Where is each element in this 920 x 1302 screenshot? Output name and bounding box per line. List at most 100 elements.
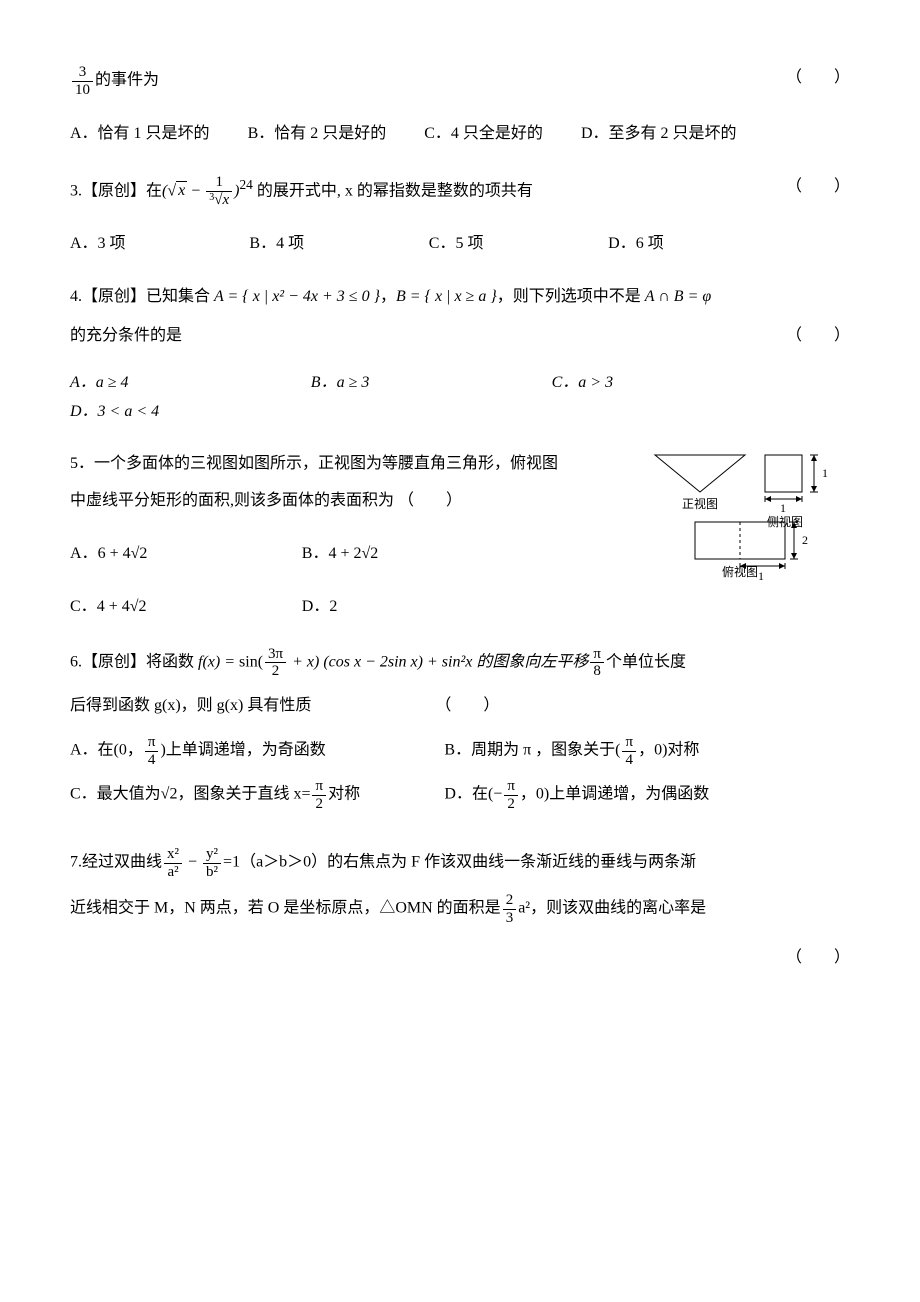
q3-exp: 24: [240, 177, 253, 192]
q6-label: 6.【原创】将函数: [70, 653, 198, 670]
dim-side-h: 1: [822, 466, 828, 480]
q4-paren: （ ）: [786, 322, 850, 351]
q6-c-num: π: [312, 778, 326, 796]
q6-sin-pre: sin(: [239, 653, 263, 670]
q5-c-val: 4 + 4√2: [97, 598, 147, 615]
q7-f1-num: x²: [164, 846, 182, 864]
q5-c-pre: C．: [70, 598, 97, 615]
arrow-icon: [765, 496, 771, 502]
q2-stem: 3 10 的事件为 （ ）: [70, 64, 850, 98]
q3-opt-d: D．6 项: [608, 230, 787, 259]
q7-label: 7.经过双曲线: [70, 854, 162, 871]
q5-diagram: 1 1 正视图 侧视图 2: [650, 450, 850, 621]
front-view-triangle: [655, 455, 745, 492]
q5-opt-b: B．4 + 2√2: [302, 540, 379, 569]
q6-sin-post: + x): [288, 653, 319, 670]
q3: 3.【原创】在(√x − 1 3√x )24 的展开式中, x 的幂指数是整数的…: [70, 173, 850, 259]
q7: 7.经过双曲线x²a² − y²b²=1（a＞b＞0）的右焦点为 F 作该双曲线…: [70, 846, 850, 973]
q6-d-num: π: [504, 778, 518, 796]
q6-d-den: 2: [504, 796, 518, 813]
q6-frac2: π8: [590, 646, 604, 680]
arrow-icon: [779, 563, 785, 569]
q7-stem: 7.经过双曲线x²a² − y²b²=1（a＞b＞0）的右焦点为 F 作该双曲线…: [70, 846, 850, 880]
q3-opt-a: A．3 项: [70, 230, 249, 259]
q6-c-post: 对称: [328, 786, 360, 803]
q3-opt-b: B．4 项: [249, 230, 428, 259]
q3-stem: 3.【原创】在(√x − 1 3√x )24 的展开式中, x 的幂指数是整数的…: [70, 173, 850, 209]
q4-options: A．a ≥ 4 B．a ≥ 3 C．a > 3 D．3 < a < 4: [70, 369, 850, 427]
q4-B: B = { x | x ≥ a }: [396, 288, 497, 305]
q5-a-pre: A．: [70, 545, 98, 562]
q6-stem: 6.【原创】将函数 f(x) = sin(3π2 + x) (cos x − 2…: [70, 646, 850, 680]
q5-opt-c: C．4 + 4√2: [70, 593, 264, 622]
q7-f3-den: 3: [503, 910, 517, 927]
q6-c-den: 2: [312, 796, 326, 813]
q6-b-frac: π4: [622, 734, 636, 768]
q6-a-den: 4: [145, 752, 159, 769]
q2-opt-c: C．4 只全是好的: [424, 120, 543, 149]
q4-opt-c: C．a > 3: [552, 369, 724, 398]
q3-label: 3.【原创】在: [70, 182, 162, 199]
q4-opt-b: B．a ≥ 3: [311, 369, 514, 398]
q7-line2: 近线相交于 M，N 两点，若 O 是坐标原点，△OMN 的面积是23a²，则该双…: [70, 892, 850, 926]
q4-A: A = { x | x² − 4x + 3 ≤ 0 }: [214, 288, 380, 305]
q6-f2-den: 8: [590, 663, 604, 680]
q6-d-frac: π2: [504, 778, 518, 812]
q2-frac-den: 10: [72, 82, 93, 99]
q6-frac1: 3π2: [265, 646, 286, 680]
q4-opt-a: A．a ≥ 4: [70, 369, 273, 398]
q5-options-row2: C．4 + 4√2 D．2: [70, 593, 640, 622]
q6-tail: 个单位长度: [606, 653, 686, 670]
dim-top-w: 1: [758, 569, 764, 583]
q4: 4.【原创】已知集合 A = { x | x² − 4x + 3 ≤ 0 }，B…: [70, 283, 850, 426]
q6-line2-text: 后得到函数 g(x)，则 g(x) 具有性质: [70, 697, 311, 714]
arrow-icon: [811, 486, 817, 492]
q3-cuberoot: x: [223, 191, 230, 208]
q6-c-frac: π2: [312, 778, 326, 812]
top-label: 俯视图: [722, 564, 758, 579]
q6-opt-d: D．在(−π2，0)上单调递增，为偶函数: [444, 778, 818, 812]
q2-frac: 3 10: [72, 64, 93, 98]
q6-opt-b: B．周期为 π ，图象关于(π4，0)对称: [444, 734, 818, 768]
q3-frac-num: 1: [206, 174, 232, 192]
q2-options: A．恰有 1 只是坏的 B．恰有 2 只是好的 C．4 只全是好的 D．至多有 …: [70, 120, 850, 149]
q6: 6.【原创】将函数 f(x) = sin(3π2 + x) (cos x − 2…: [70, 646, 850, 823]
q3-minus: −: [187, 182, 204, 199]
q2-opt-a: A．恰有 1 只是坏的: [70, 120, 210, 149]
q2-tail: 3 10 的事件为 （ ） A．恰有 1 只是坏的 B．恰有 2 只是好的 C．…: [70, 64, 850, 149]
q3-frac-den: 3√x: [206, 192, 232, 209]
q6-a-frac: π4: [145, 734, 159, 768]
q4-inter: A ∩ B = φ: [645, 288, 711, 305]
q6-paren: （ ）: [435, 697, 499, 714]
dim-side-w: 1: [780, 501, 786, 515]
q2-frac-num: 3: [72, 64, 93, 82]
q7-l2b: a²，则该双曲线的离心率是: [518, 900, 706, 917]
q5-opt-a: A．6 + 4√2: [70, 540, 264, 569]
q3-opt-c: C．5 项: [429, 230, 608, 259]
q7-f1-den: a²: [164, 864, 182, 881]
q7-frac2: y²b²: [203, 846, 221, 880]
q4-label: 4.【原创】已知集合: [70, 288, 214, 305]
q3-sqrt-x: x: [176, 181, 187, 199]
q6-f: f(x) =: [198, 653, 239, 670]
q4-opt-d: D．3 < a < 4: [70, 398, 242, 427]
q7-l2a: 近线相交于 M，N 两点，若 O 是坐标原点，△OMN 的面积是: [70, 900, 501, 917]
q6-b-den: 4: [622, 752, 636, 769]
arrow-icon: [791, 553, 797, 559]
q4-stem-tail2: 的充分条件的是: [70, 327, 182, 344]
q7-frac1: x²a²: [164, 846, 182, 880]
q5: 1 1 正视图 侧视图 2: [70, 450, 850, 621]
q6-b-post: ，0)对称: [638, 742, 699, 759]
q6-options: A．在(0，π4)上单调递增，为奇函数 B．周期为 π ，图象关于(π4，0)对…: [70, 734, 850, 822]
q7-paren: （ ）: [786, 944, 850, 973]
q3-paren: （ ）: [786, 173, 850, 202]
q6-d-post: ，0)上单调递增，为偶函数: [520, 786, 709, 803]
q5-opt-d: D．2: [302, 593, 338, 622]
q3-options: A．3 项 B．4 项 C．5 项 D．6 项: [70, 230, 850, 259]
q6-opt-c: C．最大值为√2，图象关于直线 x=π2对称: [70, 778, 444, 812]
q6-f1-num: 3π: [265, 646, 286, 664]
arrow-icon: [811, 455, 817, 461]
q6-c-pre: C．最大值为√2，图象关于直线 x=: [70, 786, 310, 803]
q5-a-val: 6 + 4√2: [98, 545, 148, 562]
q6-f1-den: 2: [265, 663, 286, 680]
